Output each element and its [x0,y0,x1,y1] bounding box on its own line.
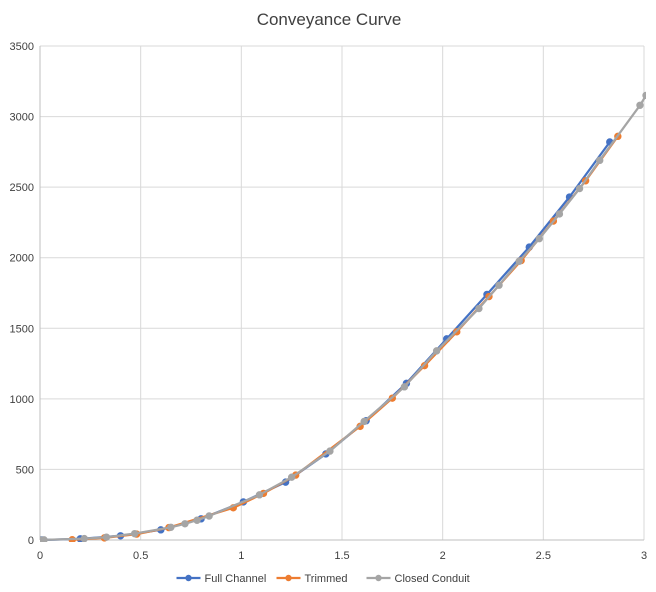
data-point-closed-conduit [102,533,111,541]
series-full-channel [40,138,614,542]
legend-item-full-channel[interactable]: Full Channel [176,573,267,585]
data-point-closed-conduit [130,529,139,538]
data-point-closed-conduit [40,536,48,542]
chart-title: Conveyance Curve [257,10,402,29]
legend: Full Channel Trimmed Closed Conduit [176,573,470,585]
data-point-closed-conduit [360,417,368,426]
legend-swatch-marker [285,574,292,582]
x-tick-label: 0 [37,550,43,562]
legend-item-closed-conduit[interactable]: Closed Conduit [366,573,470,585]
y-tick-label: 1000 [10,394,34,406]
x-tick-label: 0.5 [133,550,148,562]
y-tick-label: 2000 [10,253,34,265]
y-tick-label: 0 [28,535,34,547]
y-tick-label: 1500 [10,323,34,335]
data-point-closed-conduit [555,210,564,218]
data-point-closed-conduit [181,520,189,528]
x-tick-label: 3 [641,550,647,562]
data-point-closed-conduit [432,347,441,355]
data-point-closed-conduit [596,156,604,165]
x-tick-label: 1 [238,550,244,562]
legend-label: Trimmed [305,573,348,585]
data-point-closed-conduit [193,516,201,524]
axes: 0 500 1000 1500 2000 2500 3000 3500 0 0.5 1 1.5 2 2.5… [10,41,648,562]
x-tick-label: 2.5 [536,550,551,562]
gridlines [40,45,645,540]
data-point-closed-conduit [326,447,334,455]
legend-label: Full Channel [205,573,267,585]
data-point-closed-conduit [400,383,409,391]
data-point-closed-conduit [475,304,483,313]
data-point-closed-conduit [515,257,523,265]
x-tick-label: 1.5 [334,550,349,562]
legend-swatch-marker [185,574,192,582]
data-point-closed-conduit [495,281,503,289]
data-point-closed-conduit [642,91,646,100]
y-tick-label: 3500 [10,41,34,53]
series-closed-conduit [40,91,646,542]
data-point-closed-conduit [80,534,88,542]
data-point-closed-conduit [167,523,175,531]
data-point-closed-conduit [535,234,544,243]
data-point-closed-conduit [255,491,264,499]
series-line-full-channel [40,141,611,542]
legend-label: Closed Conduit [395,573,470,585]
x-tick-label: 2 [440,550,446,562]
data-point-closed-conduit [205,512,213,520]
series-trimmed [68,132,622,542]
series-line-trimmed [72,135,619,541]
y-tick-label: 500 [16,464,34,476]
data-point-closed-conduit [575,184,584,193]
y-tick-label: 2500 [10,182,34,194]
data-point-closed-conduit [287,473,296,481]
series-line-closed-conduit [40,94,646,542]
y-tick-label: 3000 [10,112,34,124]
legend-item-trimmed[interactable]: Trimmed [276,573,348,585]
legend-swatch-marker [375,574,382,582]
data-point-closed-conduit [636,101,644,109]
series-layer [40,91,646,542]
